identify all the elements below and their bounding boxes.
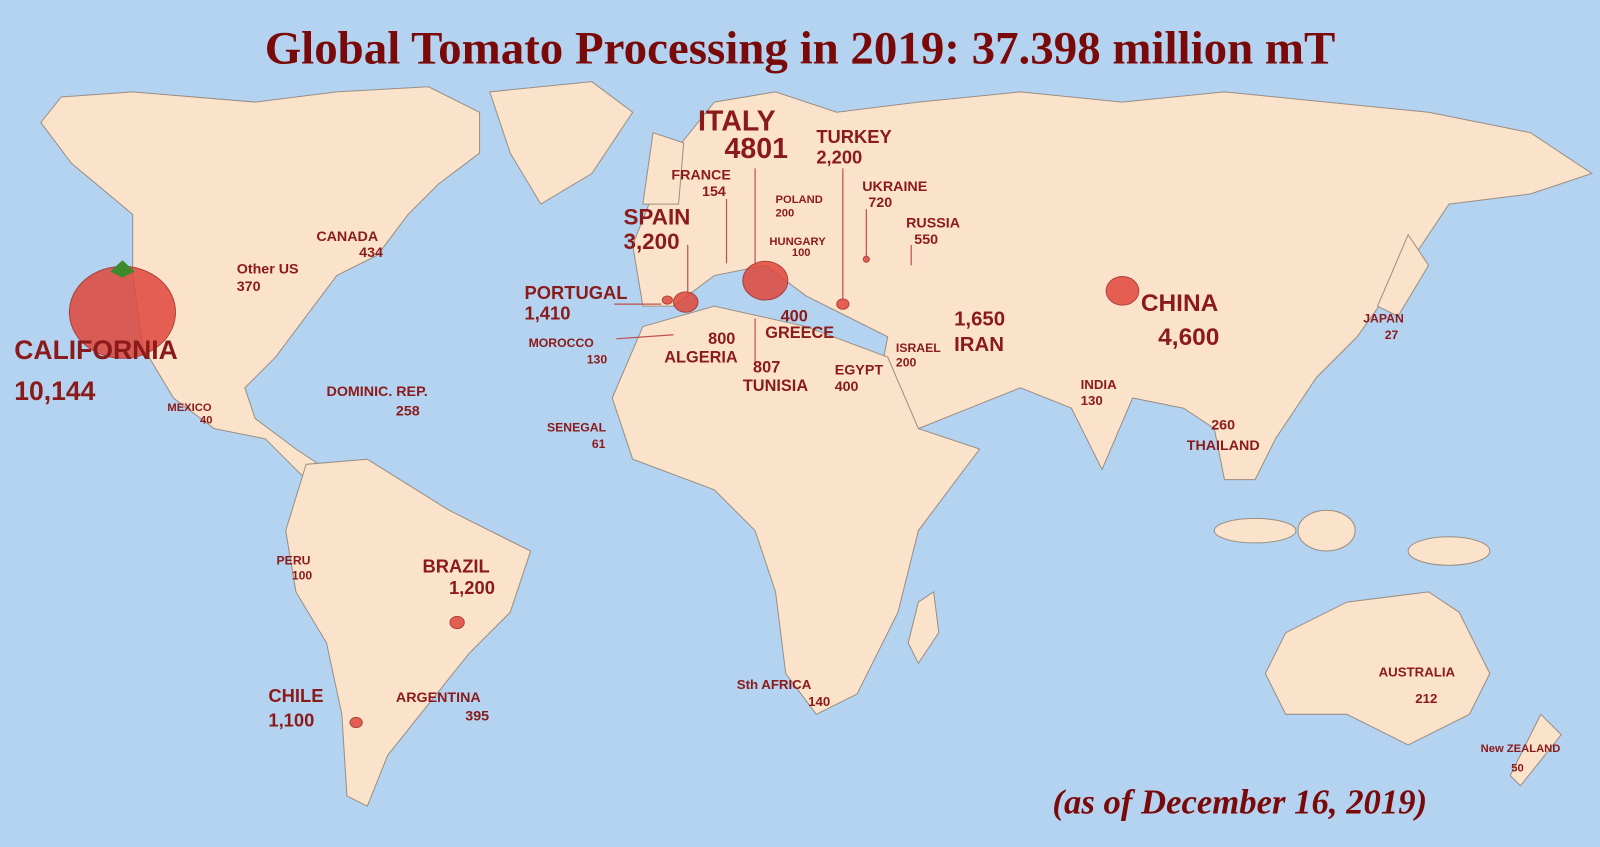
region-name: SPAIN <box>623 205 690 230</box>
region-name: THAILAND <box>1187 438 1260 454</box>
region-value: 200 <box>896 355 917 369</box>
region-name: PORTUGAL <box>524 282 627 303</box>
date-note: (as of December 16, 2019) <box>1052 782 1427 821</box>
tomato-spain <box>672 291 699 313</box>
madagascar <box>907 590 940 665</box>
region-name: HUNGARY <box>769 236 826 248</box>
region-value: 550 <box>914 232 938 248</box>
region-value: 1,200 <box>449 577 495 598</box>
region-name: INDIA <box>1081 377 1118 392</box>
region-value: 61 <box>592 437 606 451</box>
greenland <box>489 81 634 205</box>
region-name: CANADA <box>316 229 378 245</box>
region-value: 258 <box>396 403 420 419</box>
region-value: 40 <box>200 415 212 427</box>
region-name: MOROCCO <box>529 336 594 350</box>
region-value: 2,200 <box>816 146 862 167</box>
region-value: 807 <box>753 358 780 376</box>
region-value: 130 <box>1081 393 1103 408</box>
region-value: 27 <box>1385 328 1399 342</box>
region-value: 400 <box>781 307 808 325</box>
region-name: Sth AFRICA <box>737 677 812 692</box>
region-name: TUNISIA <box>743 377 808 395</box>
north-america <box>40 86 481 481</box>
region-name: IRAN <box>954 334 1004 356</box>
region-value: 395 <box>465 708 489 724</box>
region-name: FRANCE <box>671 168 730 184</box>
region-value: 1,410 <box>524 302 570 323</box>
region-name: PERU <box>277 553 311 567</box>
region-name: POLAND <box>776 194 823 206</box>
region-name: EGYPT <box>835 363 884 379</box>
region-name: CHILE <box>268 685 323 706</box>
africa <box>611 305 981 715</box>
new-guinea <box>1407 536 1491 566</box>
tomato-chile <box>349 716 363 729</box>
australia <box>1264 591 1491 746</box>
region-value: 434 <box>359 245 383 261</box>
region-name: DOMINIC. REP. <box>327 384 428 400</box>
japan <box>1376 233 1430 318</box>
region-value: 3,200 <box>623 229 679 254</box>
region-name: SENEGAL <box>547 421 607 435</box>
region-value: 260 <box>1211 418 1235 434</box>
region-name: MEXICO <box>167 402 212 414</box>
region-value: 140 <box>808 694 830 709</box>
region-value: 1,100 <box>268 710 314 731</box>
tomato-portugal <box>661 295 673 305</box>
british-isles <box>642 132 685 205</box>
region-name: GREECE <box>765 324 834 342</box>
region-value: 10,144 <box>14 376 95 406</box>
borneo <box>1297 509 1356 552</box>
region-value: 130 <box>587 352 608 366</box>
region-value: 100 <box>292 569 313 583</box>
region-name: ALGERIA <box>664 348 738 366</box>
region-value: 154 <box>702 184 726 200</box>
tomato-china <box>1105 276 1140 306</box>
region-value: 4,600 <box>1158 324 1219 351</box>
region-value: 370 <box>237 279 261 295</box>
region-name: RUSSIA <box>906 216 960 232</box>
region-name: ARGENTINA <box>396 690 481 706</box>
region-value: 720 <box>868 195 892 211</box>
region-value: 400 <box>835 379 859 395</box>
leader <box>616 334 674 340</box>
region-name: New ZEALAND <box>1481 743 1561 755</box>
region-name: BRAZIL <box>422 555 489 576</box>
south-america <box>285 458 532 807</box>
region-name: Other US <box>237 262 299 278</box>
region-value: 100 <box>792 247 811 259</box>
new-zealand <box>1509 713 1562 787</box>
region-name: CHINA <box>1141 290 1219 317</box>
region-name: ITALY <box>698 106 776 138</box>
region-name: TURKEY <box>816 126 891 147</box>
tomato-brazil <box>449 615 465 630</box>
map-title: Global Tomato Processing in 2019: 37.398… <box>265 22 1336 74</box>
region-name: UKRAINE <box>862 179 927 195</box>
region-value: 212 <box>1415 691 1437 706</box>
tomato-italy <box>742 260 789 301</box>
tomatoes <box>68 168 1140 729</box>
region-name: JAPAN <box>1363 311 1404 325</box>
region-name: AUSTRALIA <box>1379 665 1456 680</box>
tomato-turkey <box>836 298 850 310</box>
region-name: CALIFORNIA <box>14 335 177 365</box>
tomato-stem <box>110 260 135 278</box>
region-value: 200 <box>776 207 795 219</box>
region-name: ISRAEL <box>896 341 941 355</box>
region-value: 50 <box>1511 762 1523 774</box>
sumatra <box>1213 517 1297 544</box>
region-value: 1,650 <box>954 309 1005 331</box>
region-value: 800 <box>708 330 735 348</box>
region-value: 4801 <box>724 133 788 165</box>
